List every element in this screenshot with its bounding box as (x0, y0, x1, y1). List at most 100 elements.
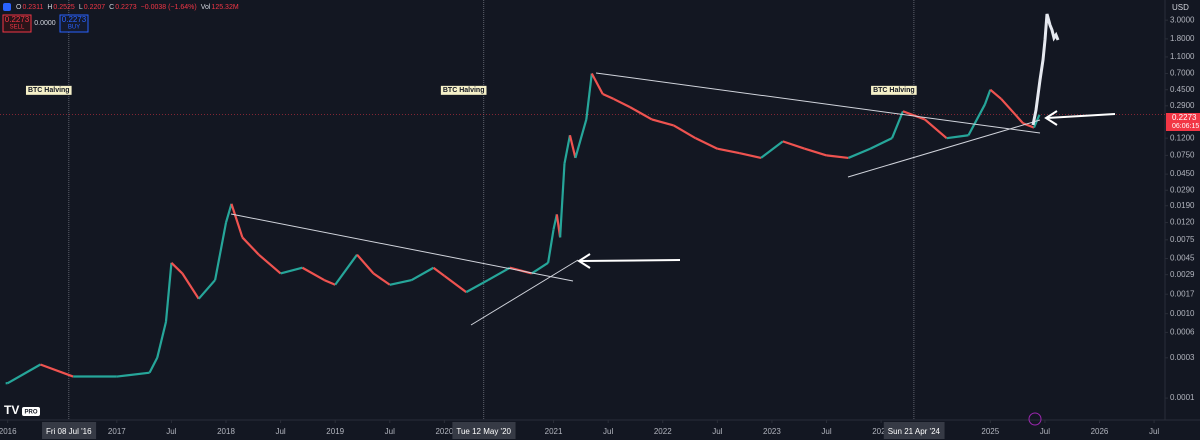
halving-date: Tue 12 May '20 (456, 427, 511, 436)
x-tick-label: 2026 (1091, 427, 1109, 436)
ohlc-value: 0.2525 (53, 4, 75, 11)
logo-mark: TV (4, 403, 19, 417)
price-segment (389, 279, 412, 286)
spread: 0.0000 (34, 20, 56, 27)
x-tick-label: 2021 (545, 427, 563, 436)
ohlc-value: 0.2311 (22, 4, 43, 11)
y-tick-label: 0.0006 (1170, 328, 1195, 337)
price-segment (531, 261, 549, 275)
price-segment (563, 135, 572, 164)
ohlc-value: 0.2273 (115, 4, 137, 11)
price-segment (804, 147, 827, 157)
ohlc-value: −0.0038 (−1.64%) (141, 4, 197, 11)
y-tick-label: 1.1000 (1170, 52, 1195, 61)
x-tick-label: 2025 (981, 427, 999, 436)
y-tick-label: 0.0120 (1170, 218, 1195, 227)
price-segment (356, 253, 375, 275)
x-tick-label: Jul (821, 427, 831, 436)
halving-note-bg (871, 85, 917, 95)
last-price-box (1166, 113, 1200, 131)
y-tick-label: 0.0017 (1170, 289, 1195, 298)
y-tick-label: 0.0450 (1170, 169, 1195, 178)
x-tick-label: Jul (385, 427, 395, 436)
y-tick-label: 0.4500 (1170, 85, 1195, 94)
currency: USD (1172, 3, 1189, 12)
y-tick-label: 0.2900 (1170, 101, 1195, 110)
price-segment (323, 279, 336, 286)
ohlc: O 0.2311 H 0.2525 L 0.2207 C 0.2273 −0.0038 (−1.… (16, 4, 239, 11)
logo-badge (22, 407, 40, 416)
halving-date: Sun 21 Apr '24 (888, 427, 941, 436)
y-tick-label: 0.0029 (1170, 270, 1195, 279)
sell-button[interactable] (2, 14, 32, 33)
y-tick-label: 0.0290 (1170, 185, 1195, 194)
price-segment (924, 118, 948, 140)
header: O 0.2311 H 0.2525 L 0.2207 C 0.2273 −0.0038 (−1.… (2, 3, 239, 33)
y-tick-label: 0.0001 (1170, 393, 1195, 402)
x-tick-label: Jul (1149, 427, 1159, 436)
price-segment (782, 140, 806, 150)
price-segment (826, 154, 849, 160)
event-icon[interactable] (1028, 412, 1042, 426)
price-segment (116, 371, 150, 378)
price-segment (224, 203, 233, 223)
x-tick-label: 2018 (217, 427, 235, 436)
trend-line (847, 119, 1041, 178)
price-segment (717, 147, 740, 155)
x-tick-label: 2024 (872, 427, 890, 436)
logo: TV PRO (4, 403, 40, 417)
price-segment (301, 266, 325, 282)
y-tick-label: 0.0003 (1170, 353, 1195, 362)
price-segment (547, 229, 555, 264)
ohlc-key: Vol (201, 4, 211, 11)
halving-note: BTC Halving (28, 87, 70, 94)
halving-note: BTC Halving (873, 87, 915, 94)
x-tick-label: 2016 (0, 427, 17, 436)
price-segment (613, 97, 631, 109)
price-segment (651, 118, 674, 127)
buy-price: 0.2273 (62, 15, 87, 24)
price-segment (214, 222, 228, 281)
price-segment (847, 147, 871, 159)
arrow (577, 253, 681, 269)
price-segment (372, 272, 391, 286)
halving-note-bg (25, 85, 72, 95)
y-tick-label: 0.0075 (1170, 235, 1195, 244)
price-segment (411, 266, 435, 282)
price-segment (432, 266, 446, 277)
plot-area (0, 0, 1165, 420)
y-tick-label: 0.0010 (1170, 309, 1195, 318)
price-segment (989, 88, 1002, 100)
halving-date: Fri 08 Jul '16 (46, 427, 92, 436)
price-segment (197, 279, 216, 300)
price-segment (170, 262, 184, 275)
price-segment (156, 321, 168, 359)
price-segment (967, 104, 986, 136)
ohlc-value: 125.32M (211, 4, 238, 11)
ohlc-key: C (109, 4, 114, 11)
halving-date-bg (452, 422, 516, 439)
price-segment (695, 137, 718, 150)
price-segment (40, 363, 74, 378)
arrow (1044, 110, 1116, 126)
buy-button[interactable] (59, 14, 89, 33)
y-tick-label: 0.7000 (1170, 69, 1195, 78)
halving-date-bg (42, 422, 97, 439)
buy-label: BUY (68, 25, 80, 31)
price-segment (1000, 98, 1024, 125)
y-tick-label: 0.1200 (1170, 133, 1195, 142)
x-tick-label: Jul (712, 427, 722, 436)
sell-price: 0.2273 (5, 15, 30, 24)
price-segment (148, 357, 159, 374)
price-segment (629, 106, 653, 121)
y-tick-label: 1.8000 (1170, 34, 1195, 43)
price-segment (181, 272, 200, 300)
countdown: 06:06:15 (1172, 123, 1199, 130)
trend-line (595, 72, 1041, 134)
y-tick-label: 0.0045 (1170, 254, 1195, 263)
price-segment (760, 140, 784, 159)
price-segment (280, 266, 303, 275)
